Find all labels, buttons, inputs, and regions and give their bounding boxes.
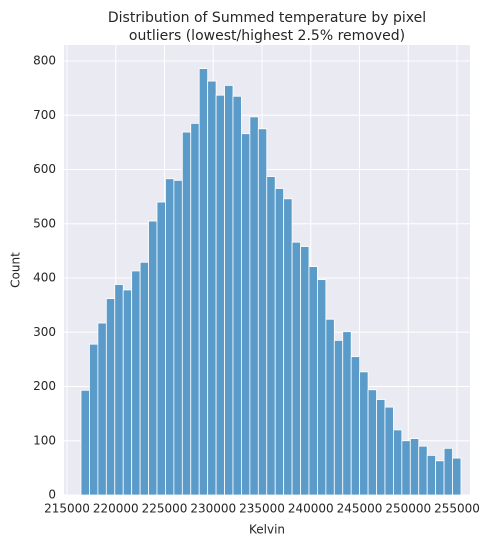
bar	[139, 261, 149, 496]
bar	[165, 178, 175, 496]
bar	[257, 128, 268, 496]
bar	[452, 457, 462, 496]
bar	[148, 220, 158, 496]
bar	[376, 399, 386, 496]
bar	[435, 460, 445, 496]
x-tick-label: 250000	[385, 502, 431, 516]
y-tick-label: 500	[33, 216, 56, 230]
bar	[367, 389, 377, 496]
bar	[131, 270, 141, 496]
bar	[418, 445, 428, 496]
bar	[300, 246, 310, 496]
bar	[401, 440, 411, 496]
bar	[232, 95, 242, 496]
bar	[317, 279, 327, 496]
bar	[393, 429, 403, 496]
bar	[198, 68, 209, 496]
x-tick-label: 245000	[337, 502, 383, 516]
bar	[350, 356, 361, 496]
bar	[274, 188, 285, 496]
bar	[308, 266, 318, 496]
chart-title: outliers (lowest/highest 2.5% removed)	[129, 28, 405, 44]
chart-title: Distribution of Summed temperature by pi…	[108, 10, 426, 26]
bar	[80, 389, 90, 496]
bar	[156, 201, 166, 496]
bar	[190, 122, 200, 496]
y-tick-label: 200	[33, 379, 56, 393]
bar	[89, 343, 99, 496]
x-tick-label: 225000	[142, 502, 188, 516]
bar	[325, 318, 335, 496]
x-tick-label: 235000	[239, 502, 285, 516]
bar	[207, 80, 217, 496]
bar	[122, 289, 133, 496]
x-tick-label: 230000	[190, 502, 236, 516]
bar	[384, 406, 394, 496]
bar	[266, 176, 276, 496]
bar	[283, 198, 293, 496]
y-tick-label: 0	[48, 488, 56, 502]
bar	[97, 322, 107, 496]
bar	[291, 241, 301, 496]
y-tick-label: 700	[33, 108, 56, 122]
x-tick-label: 240000	[288, 502, 334, 516]
x-tick-label: 255000	[434, 502, 480, 516]
bar	[215, 94, 225, 496]
y-tick-label: 300	[33, 325, 56, 339]
y-tick-label: 400	[33, 271, 56, 285]
bar	[249, 116, 259, 496]
y-tick-label: 800	[33, 54, 56, 68]
bar	[342, 331, 352, 496]
y-tick-label: 100	[33, 433, 56, 447]
y-axis-label: Count	[9, 252, 23, 288]
bar	[333, 339, 344, 496]
bar	[114, 284, 124, 496]
x-tick-label: 220000	[93, 502, 139, 516]
bar	[224, 85, 234, 496]
bar	[105, 298, 116, 496]
bar	[409, 438, 420, 496]
x-axis-label: Kelvin	[249, 523, 285, 537]
bars	[80, 68, 462, 496]
bar	[426, 454, 437, 496]
bar	[443, 447, 453, 496]
bar	[173, 179, 183, 496]
y-tick-label: 600	[33, 162, 56, 176]
bar	[241, 133, 251, 496]
bar	[181, 131, 192, 496]
x-tick-label: 215000	[44, 502, 90, 516]
bar	[359, 371, 369, 496]
